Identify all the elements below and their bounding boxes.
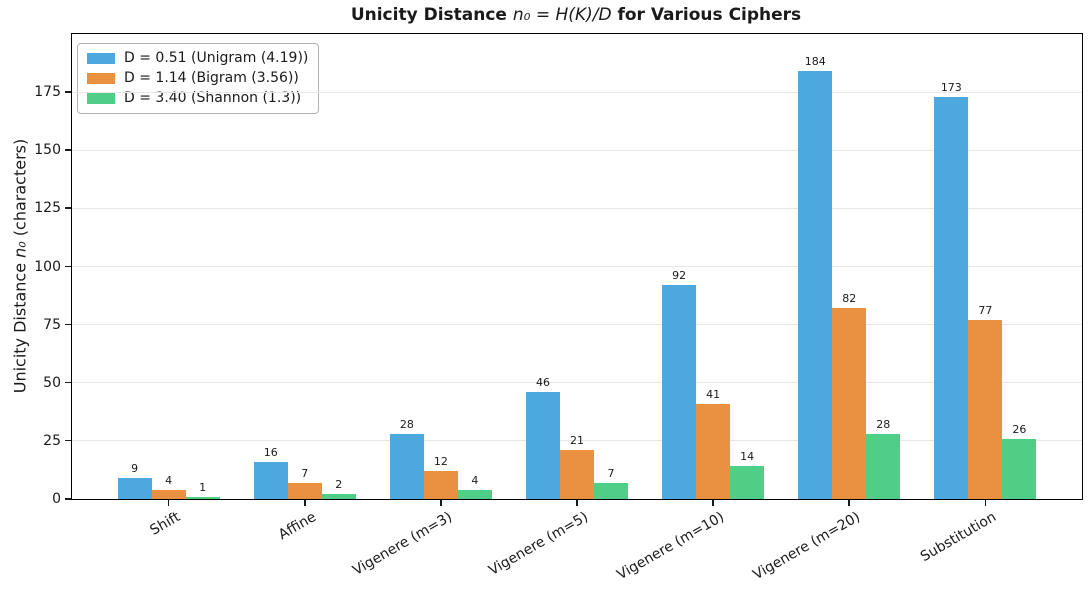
bar-value-label: 77 [978, 303, 993, 317]
legend-label-bigram: D = 1.14 (Bigram (3.56)) [124, 70, 299, 86]
bar-Vigenere (m=3)-series2 [457, 489, 492, 499]
bar-value-label: 92 [672, 269, 687, 283]
bar-Affine-series2 [321, 494, 356, 499]
x-tick-label-Vigenere (m=5): Vigenere (m=5) [486, 509, 591, 579]
bar-value-label: 12 [433, 455, 448, 469]
y-tick-mark [65, 207, 71, 209]
y-tick-label: 100 [34, 258, 61, 275]
bar-Vigenere (m=20)-series1 [832, 308, 867, 499]
x-tick-label-Vigenere (m=20): Vigenere (m=20) [750, 509, 864, 584]
gridline [72, 91, 1082, 93]
x-tick-mark [304, 500, 306, 506]
bar-value-label: 28 [876, 417, 891, 431]
gridline [72, 266, 1082, 267]
bar-Vigenere (m=20)-series0 [798, 71, 833, 499]
y-tick-mark [65, 498, 71, 500]
bar-Substitution-series2 [1002, 438, 1037, 499]
y-tick-mark [65, 91, 71, 93]
x-tick-mark [576, 500, 578, 506]
legend-item-bigram: D = 1.14 (Bigram (3.56)) [87, 71, 308, 86]
bar-Vigenere (m=3)-series0 [389, 433, 424, 499]
x-tick-mark [984, 500, 987, 506]
x-tick-label-Substitution: Substitution [918, 509, 1000, 566]
bar-Vigenere (m=10)-series2 [730, 466, 765, 499]
bar-Vigenere (m=20)-series2 [866, 433, 901, 499]
bar-Affine-series1 [287, 482, 322, 499]
bar-value-label: 7 [607, 466, 615, 480]
bar-Shift-series0 [117, 478, 152, 499]
y-tick-mark [65, 265, 71, 267]
legend-label-unigram: D = 0.51 (Unigram (4.19)) [124, 50, 309, 66]
x-tick-mark [167, 500, 170, 506]
x-tick-label-Shift: Shift [147, 509, 183, 539]
legend-item-unigram: D = 0.51 (Unigram (4.19)) [87, 51, 308, 66]
bar-value-label: 4 [471, 473, 479, 487]
legend: D = 0.51 (Unigram (4.19)) D = 1.14 (Bigr… [77, 43, 320, 114]
bar-value-label: 26 [1012, 422, 1027, 436]
bar-Affine-series0 [253, 461, 288, 499]
bar-value-label: 173 [940, 80, 962, 94]
bar-value-label: 28 [399, 417, 414, 431]
bar-value-label: 41 [706, 387, 721, 401]
y-tick-mark [65, 323, 71, 326]
bar-Vigenere (m=3)-series1 [423, 471, 458, 499]
y-tick-mark [65, 149, 71, 151]
x-tick-mark [848, 500, 850, 506]
gridline [72, 324, 1082, 326]
bar-Vigenere (m=10)-series0 [662, 285, 697, 499]
gridline [72, 149, 1082, 151]
y-tick-label: 125 [34, 200, 61, 217]
bar-value-label: 14 [740, 450, 755, 464]
bar-Shift-series1 [151, 489, 186, 499]
chart-title-math: n₀ = H(K)/D [512, 5, 612, 25]
bar-Substitution-series1 [968, 319, 1003, 499]
chart-title-suffix: for Various Ciphers [611, 5, 802, 25]
gridline [72, 382, 1082, 384]
chart-title-prefix: Unicity Distance [350, 5, 513, 25]
bar-value-label: 7 [301, 466, 309, 480]
bar-value-label: 184 [804, 55, 826, 69]
bar-value-label: 9 [131, 462, 139, 476]
bar-value-label: 21 [570, 434, 584, 448]
bar-Shift-series2 [185, 496, 220, 499]
legend-label-shannon: D = 3.40 (Shannon (1.3)) [124, 90, 302, 106]
y-axis-label-prefix: Unicity Distance [10, 257, 30, 394]
bar-Vigenere (m=10)-series1 [696, 403, 731, 499]
x-tick-mark [712, 500, 714, 506]
x-tick-label-Vigenere (m=3): Vigenere (m=3) [350, 509, 455, 579]
y-axis-label-suffix: (characters) [10, 138, 30, 242]
gridline [72, 207, 1082, 209]
y-tick-label: 175 [34, 84, 61, 101]
y-tick-label: 0 [52, 491, 61, 507]
chart-title: Unicity Distance n₀ = H(K)/D for Various… [351, 5, 801, 25]
legend-swatch-bigram [87, 73, 115, 84]
y-tick-mark [65, 439, 71, 442]
legend-swatch-unigram [87, 53, 115, 64]
y-tick-mark [65, 381, 71, 384]
y-tick-label: 50 [43, 374, 61, 391]
legend-item-shannon: D = 3.40 (Shannon (1.3)) [87, 91, 308, 106]
x-tick-label-Affine: Affine [275, 509, 319, 544]
y-tick-label: 75 [43, 316, 61, 333]
bar-Vigenere (m=5)-series0 [525, 392, 560, 499]
y-axis-label: Unicity Distance n₀ (characters) [11, 139, 30, 394]
bar-value-label: 2 [335, 478, 343, 492]
y-tick-label: 25 [43, 432, 61, 449]
x-tick-mark [440, 500, 442, 506]
plot-area: D = 0.51 (Unigram (4.19)) D = 1.14 (Bigr… [34, 33, 1083, 583]
y-tick-label: 150 [34, 142, 61, 159]
bar-value-label: 46 [535, 376, 550, 390]
bar-value-label: 4 [165, 473, 173, 487]
bar-value-label: 82 [842, 292, 857, 306]
y-axis-label-math: n₀ [10, 241, 30, 258]
bar-Substitution-series0 [934, 96, 969, 499]
legend-swatch-shannon [87, 93, 115, 104]
bar-Vigenere (m=5)-series2 [594, 482, 629, 499]
bar-value-label: 16 [263, 445, 278, 459]
bar-Vigenere (m=5)-series1 [559, 450, 594, 499]
x-tick-label-Vigenere (m=10): Vigenere (m=10) [614, 509, 728, 584]
bar-value-label: 1 [199, 480, 207, 494]
gridline [72, 440, 1082, 442]
